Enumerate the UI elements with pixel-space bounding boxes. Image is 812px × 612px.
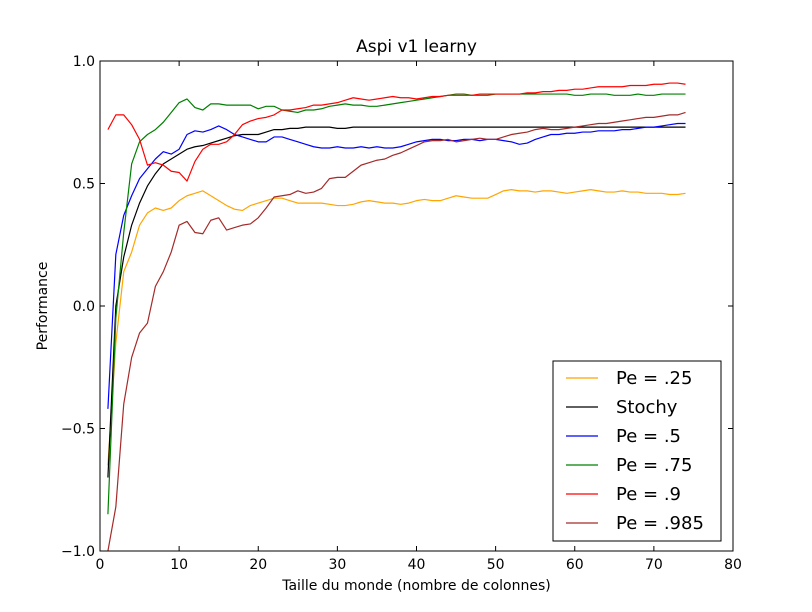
legend-label-4: Pe = .9 xyxy=(616,484,681,505)
y-tick-label: 0.0 xyxy=(73,299,95,315)
x-tick-label: 60 xyxy=(566,557,584,573)
x-tick-label: 0 xyxy=(96,557,105,573)
x-tick-label: 70 xyxy=(645,557,663,573)
legend-label-1: Stochy xyxy=(616,397,678,418)
x-tick-label: 40 xyxy=(408,557,426,573)
series-lines xyxy=(107,82,686,552)
y-tick-label: −1.0 xyxy=(61,544,95,560)
legend-label-2: Pe = .5 xyxy=(616,426,681,447)
axis-tick-labels: 0 10 20 30 40 50 60 70 80 −1.0 −0.5 0.0 0.5 1.0 xyxy=(61,54,742,573)
legend: Pe = .25 Stochy Pe = .5 Pe = .75 Pe = .9 Pe =… xyxy=(552,360,722,542)
series-line-1 xyxy=(107,126,686,478)
chart-title: Aspi v1 learny xyxy=(356,37,477,57)
axis-ticks xyxy=(99,60,734,552)
y-tick-label: 0.5 xyxy=(73,177,95,193)
legend-box xyxy=(552,360,722,542)
x-tick-label: 20 xyxy=(249,557,267,573)
x-axis-label: Taille du monde (nombre de colonnes) xyxy=(281,578,551,594)
y-axis-label: Performance xyxy=(35,262,51,351)
x-tick-label: 10 xyxy=(170,557,188,573)
x-tick-label: 30 xyxy=(328,557,346,573)
x-tick-label: 50 xyxy=(487,557,505,573)
series-line-2 xyxy=(107,122,686,409)
series-line-5 xyxy=(107,111,686,552)
y-tick-label: −0.5 xyxy=(61,422,95,438)
x-tick-label: 80 xyxy=(724,557,742,573)
series-line-4 xyxy=(107,82,686,182)
legend-label-5: Pe = .985 xyxy=(616,513,704,534)
series-line-3 xyxy=(107,93,686,515)
series-line-0 xyxy=(107,189,686,466)
legend-label-0: Pe = .25 xyxy=(616,368,692,389)
legend-label-3: Pe = .75 xyxy=(616,455,692,476)
y-tick-label: 1.0 xyxy=(73,54,95,70)
